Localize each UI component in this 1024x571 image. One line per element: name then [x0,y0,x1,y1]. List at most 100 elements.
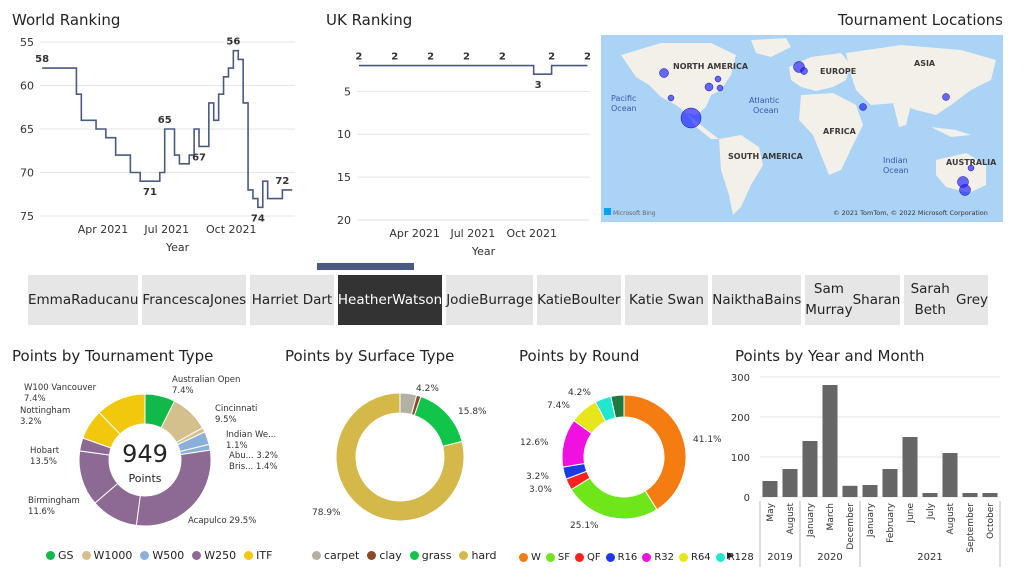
round-slice [623,394,687,511]
player-option[interactable]: Sam Murray Sharan [805,275,901,325]
map-label-australia: AUSTRALIA [946,158,997,167]
tournament-type-data-label: Nottingham 3.2% [20,406,70,427]
world-data-label: 74 [251,213,265,224]
surface-type-legend: carpet clay grass hard [312,549,496,562]
year-month-xtick: January [866,502,876,538]
north-america-shape [621,43,736,115]
year-month-ytick: 100 [731,453,750,464]
tournament-type-slice [98,393,146,435]
map-label-pacific: Pacific Ocean [611,94,637,113]
player-option[interactable]: Katie Swan [624,275,709,325]
player-option[interactable]: Katie Boulter [536,275,621,325]
uk-data-label: 2 [463,52,470,63]
world-ranking-title: World Ranking [12,11,121,29]
tournament-type-legend-label: ITF [256,549,273,562]
bubble-hobart [959,184,971,196]
tournament-type-title: Points by Tournament Type [12,347,214,365]
surface-type-data-label: 78.9% [312,508,341,518]
tournament-type-legend-label: W500 [152,549,185,562]
map-label-north-america: NORTH AMERICA [673,62,749,71]
world-ytick: 65 [20,123,34,136]
uk-ranking-chart: 5 10 15 20 Apr 2021 Jul 2021 Oct 2021 Year 2 2 2 2 2… [337,52,591,255]
player-option[interactable]: Harriet Dart [250,275,334,325]
tournament-type-slice [135,449,212,527]
world-ytick: 55 [20,36,34,49]
tournament-type-legend-item: GS [46,549,74,562]
round-legend-swatch [605,553,615,562]
player-option[interactable]: Naiktha Bains [712,275,802,325]
round-legend-swatch [715,553,725,562]
bubble-indian-wells [667,94,675,102]
player-option-label: Naiktha [712,291,765,308]
bubble-cincinnati [704,82,714,92]
world-ranking-chart: 55 60 65 70 75 Apr 2021 Jul 2021 Oct 2021 Year 58… [20,36,295,254]
year-month-bar [982,493,998,497]
tournament-type-legend-item: W500 [140,549,184,562]
player-option-label: Sharan [852,291,901,308]
year-month-xtick: February [886,502,896,543]
tournament-type-legend-swatch [140,551,150,560]
round-legend-item: R128 [715,552,754,563]
round-legend-swatch [545,553,555,562]
player-option-label: Watson [392,291,443,308]
surface-type-legend-item: carpet [312,549,359,562]
player-option[interactable]: Francesca Jones [142,275,247,325]
round-legend-label: R32 [654,552,674,563]
tournament-type-legend-swatch [46,551,55,560]
tournament-type-legend-item: W1000 [81,549,132,562]
surface-type-legend-label: grass [421,549,452,562]
legend-next-icon[interactable]: ▶ [727,551,734,561]
round-legend-item: SF [545,552,570,563]
world-data-label: 58 [35,54,49,65]
bubble-acapulco [680,107,702,129]
uk-data-label: 2 [499,52,506,63]
round-legend-swatch [642,553,652,562]
round-legend-item: R32 [642,552,674,563]
player-option-label: Francesca [142,291,211,308]
player-option[interactable]: Sarah Beth Grey [904,275,989,325]
tournament-type-data-label: Abu... 3.2% [229,451,278,461]
tournament-locations-title: Tournament Locations [837,11,1003,29]
year-month-xtick: June [906,503,916,524]
year-month-xtick: December [846,503,856,550]
uk-ytick: 10 [337,128,351,141]
year-month-bar [822,385,838,497]
player-option-label: Sarah Beth [910,281,950,318]
world-ytick: 75 [20,210,34,223]
bubble-asia [942,93,950,101]
australia-shape [936,153,986,193]
tournament-map[interactable]: NORTH AMERICA EUROPE ASIA AFRICA SOUTH A… [601,35,1003,222]
tournament-type-legend-swatch [81,551,91,560]
player-option[interactable]: Heather Watson [337,275,443,325]
year-month-bar-chart: 0 100 200 300 May August January March December J… [731,373,1001,567]
player-slicer[interactable]: Emma Raducanu Francesca Jones Harriet Dart He… [28,275,989,325]
surface-type-title: Points by Surface Type [285,347,455,365]
tournament-type-data-label: Bris... 1.4% [229,462,278,472]
tournament-type-data-label: Hobart 13.5% [30,446,60,467]
year-month-title: Points by Year and Month [735,347,925,365]
uk-data-label: 2 [584,52,591,63]
year-month-bar [842,485,858,497]
map-label-atlantic: Atlantic Ocean [749,96,779,115]
uk-data-label: 2 [355,52,362,63]
world-xtick: Jul 2021 [143,223,189,236]
player-option[interactable]: Emma Raducanu [28,275,139,325]
world-data-label: 71 [143,187,157,198]
year-month-bar [942,453,958,497]
year-month-ytick: 0 [744,493,750,504]
uk-series-line [358,64,588,75]
year-month-xtick: March [826,503,836,530]
round-slice [610,394,625,419]
player-option[interactable]: Jodie Burrage [446,275,533,325]
tournament-type-legend-label: W250 [204,549,237,562]
world-data-label: 67 [192,152,206,163]
player-option-label: Bains [764,291,802,308]
round-legend-item: R16 [605,552,637,563]
uk-xlabel: Year [471,245,496,255]
world-ytick: 70 [20,167,34,180]
uk-ytick: 15 [337,171,351,184]
uk-ranking-title: UK Ranking [326,11,413,29]
surface-type-legend-item: hard [459,549,496,562]
player-option-label: Emma [28,291,72,308]
round-legend-item: R64 [679,552,711,563]
